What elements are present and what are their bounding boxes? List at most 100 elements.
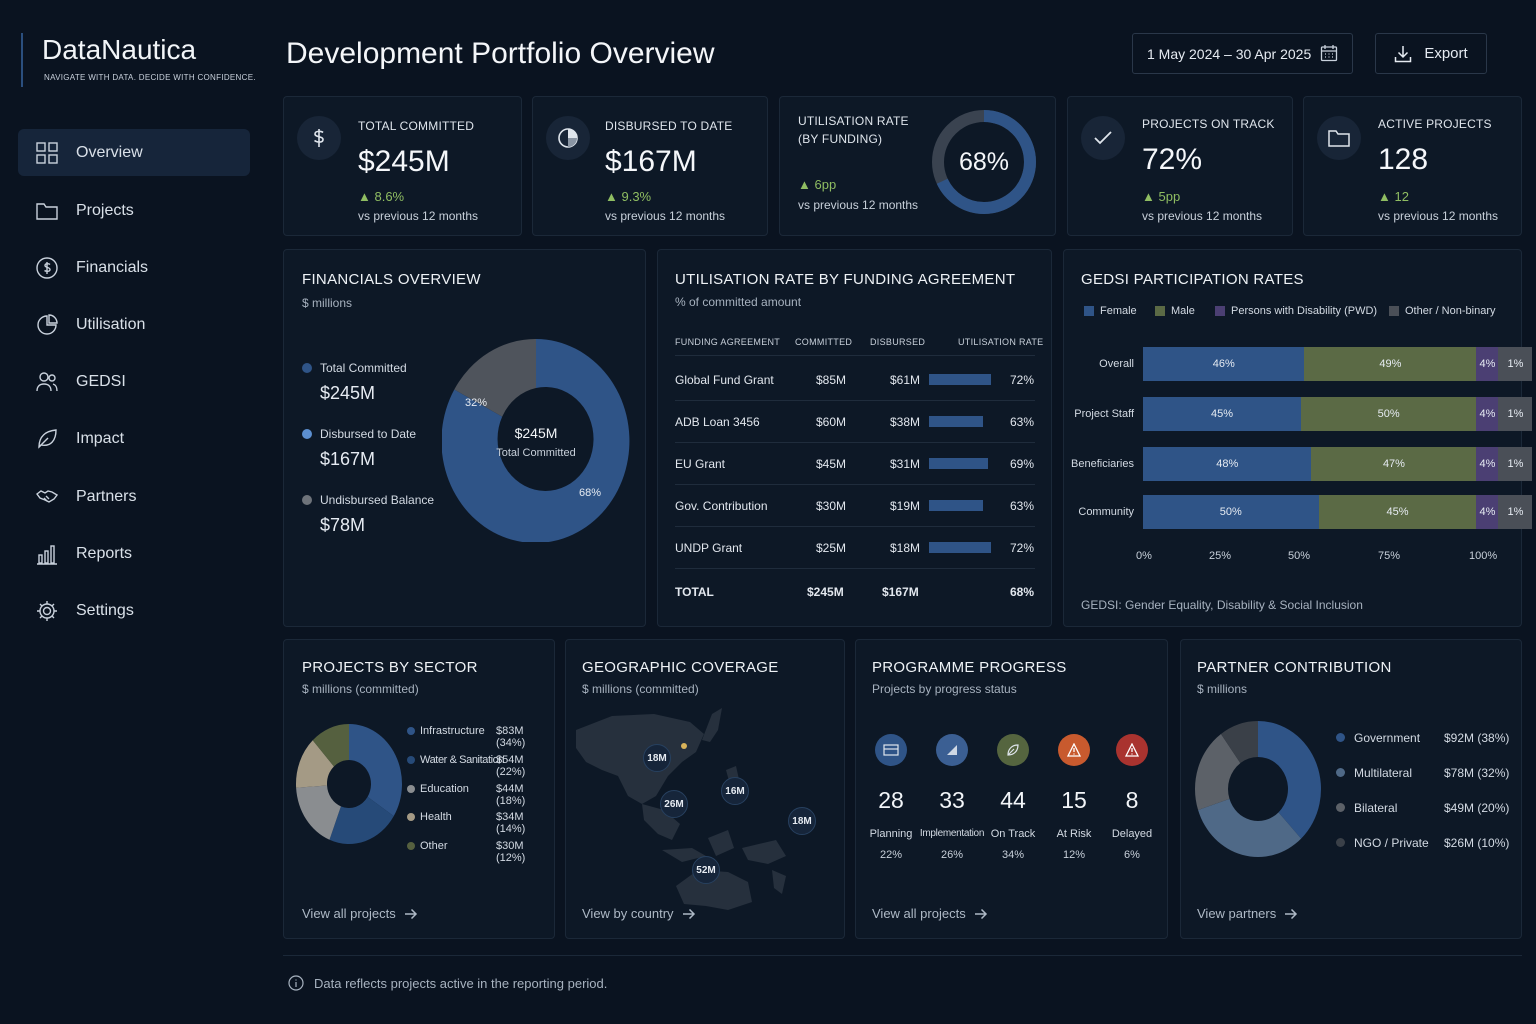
sidebar-item-gedsi[interactable]: GEDSI — [18, 358, 250, 405]
region-map — [576, 708, 786, 910]
view-partners-link[interactable]: View partners — [1197, 906, 1298, 921]
arrow-right-icon — [404, 908, 417, 919]
legend-dot — [407, 813, 415, 821]
legend-label: Infrastructure — [420, 725, 485, 737]
legend-swatch — [1389, 306, 1399, 316]
gauge-value: 68% — [959, 148, 1009, 176]
arrow-right-icon — [682, 908, 695, 919]
row-label: Overall — [1099, 358, 1134, 370]
sidebar-item-settings[interactable]: Settings — [18, 587, 250, 634]
map-pin[interactable]: 16M — [721, 777, 749, 805]
legend-label: Male — [1171, 305, 1195, 317]
legend-dot — [407, 727, 415, 735]
view-all-projects-link[interactable]: View all projects — [872, 906, 988, 921]
status-percent: 22% — [879, 849, 903, 861]
status-label: On Track — [990, 828, 1036, 840]
legend-label: Health — [420, 811, 452, 823]
map-pin[interactable]: 18M — [643, 744, 671, 772]
section-subtitle: % of committed amount — [675, 295, 802, 309]
at-risk-icon — [1058, 734, 1090, 766]
legend-swatch — [1155, 306, 1165, 316]
brand-name: DataNautica — [42, 34, 197, 65]
legend-dot — [302, 495, 312, 505]
row-label: Community — [1078, 506, 1134, 518]
legend-value: $78M (32%) — [1444, 766, 1510, 780]
gedsi-bar-segment: 50% — [1300, 397, 1477, 431]
kpi-subtext: vs previous 12 months — [358, 209, 479, 223]
gedsi-bar-segment: 49% — [1304, 347, 1477, 381]
cell-committed: $45M — [816, 457, 847, 471]
sidebar-item-label: Impact — [76, 429, 125, 447]
folder-icon — [1317, 116, 1361, 160]
sidebar-item-impact[interactable]: Impact — [18, 415, 250, 462]
sidebar-item-reports[interactable]: Reports — [18, 530, 250, 577]
folder-icon — [36, 202, 58, 220]
table-divider — [675, 355, 1035, 356]
utilisation-bar — [929, 542, 991, 553]
sidebar-item-projects[interactable]: Projects — [18, 187, 250, 234]
column-header: COMMITTED — [795, 337, 853, 347]
gedsi-card: GEDSI PARTICIPATION RATES Female Male Pe… — [1063, 249, 1533, 627]
map-pin[interactable]: 52M — [692, 856, 720, 884]
cell-name: Gov. Contribution — [675, 499, 768, 513]
sidebar-item-utilisation[interactable]: Utilisation — [18, 301, 250, 348]
projects-by-sector-card: PROJECTS BY SECTOR $ millions (committed… — [283, 639, 555, 939]
cell-name: EU Grant — [675, 457, 726, 471]
cell-disbursed: $19M — [890, 499, 921, 513]
gedsi-bar-segment: 45% — [1143, 397, 1301, 431]
sidebar-item-partners[interactable]: Partners — [18, 473, 250, 520]
date-range-picker[interactable]: 1 May 2024 – 30 Apr 2025 — [1132, 33, 1353, 74]
sector-donut-slice — [312, 724, 349, 767]
kpi-subtext: vs previous 12 months — [798, 198, 919, 212]
legend-label: Female — [1100, 305, 1137, 317]
legend-label: Multilateral — [1354, 766, 1413, 780]
financials-overview-card: FINANCIALS OVERVIEW $ millions Total Com… — [283, 249, 646, 627]
cell-committed: $25M — [816, 541, 847, 555]
kpi-delta: ▲ 12 — [1378, 189, 1409, 204]
partner-donut-chart — [1195, 721, 1321, 857]
link-label: View all projects — [872, 906, 966, 921]
partner-donut-slice — [1195, 733, 1241, 811]
cell-name: UNDP Grant — [675, 541, 743, 555]
status-count: 15 — [1061, 787, 1087, 813]
column-header: UTILISATION RATE — [958, 337, 1044, 347]
map-pin[interactable]: 26M — [660, 790, 688, 818]
cell-rate: 72% — [1010, 373, 1035, 387]
sidebar-item-label: Financials — [76, 258, 149, 276]
brand-accent-bar — [21, 33, 23, 87]
utilisation-bar — [929, 416, 984, 427]
section-subtitle: $ millions (committed) — [582, 682, 699, 696]
section-subtitle: $ millions — [302, 296, 353, 310]
status-count: 28 — [878, 787, 904, 813]
legend-label: Water & Sanitation — [420, 754, 505, 766]
footer-note: Data reflects projects active in the rep… — [288, 975, 607, 991]
info-icon — [288, 975, 304, 991]
sidebar-item-financials[interactable]: Financials — [18, 244, 250, 291]
sidebar-item-label: Reports — [76, 544, 133, 562]
utilisation-bar — [929, 458, 989, 469]
legend-label: Persons with Disability (PWD) — [1231, 305, 1378, 317]
dollar-icon — [36, 256, 58, 279]
status-label: Planning — [869, 828, 913, 840]
column-header: FUNDING AGREEMENT — [675, 337, 781, 347]
view-by-country-link[interactable]: View by country — [582, 906, 696, 921]
kpi-delta: ▲ 6pp — [798, 177, 837, 192]
sidebar-item-label: GEDSI — [76, 372, 126, 390]
section-title: FINANCIALS OVERVIEW — [302, 271, 481, 288]
map-pin[interactable]: 18M — [788, 807, 816, 835]
table-divider — [675, 400, 1035, 401]
view-all-projects-link[interactable]: View all projects — [302, 906, 418, 921]
legend-value: $92M (38%) — [1444, 731, 1510, 745]
gedsi-footnote: GEDSI: Gender Equality, Disability & Soc… — [1081, 598, 1363, 612]
cell-name: ADB Loan 3456 — [675, 415, 760, 429]
leaf-icon — [38, 428, 57, 449]
kpi-label: DISBURSED TO DATE — [605, 119, 733, 133]
sidebar-item-overview[interactable]: Overview — [18, 129, 250, 176]
kpi-value: 128 — [1378, 143, 1429, 176]
gedsi-bar-segment: 1% — [1498, 447, 1533, 481]
export-button[interactable]: Export — [1375, 33, 1487, 74]
partner-donut-slice — [1220, 721, 1258, 764]
gedsi-bar-segment: 48% — [1143, 447, 1312, 481]
gedsi-bar-segment: 1% — [1498, 347, 1533, 381]
axis-tick: 25% — [1209, 550, 1232, 562]
